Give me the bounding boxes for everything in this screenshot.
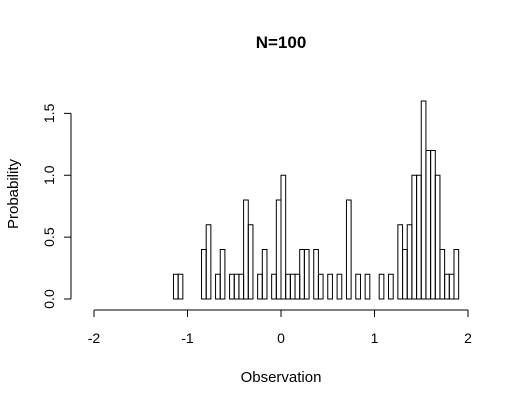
histogram-bar bbox=[420, 100, 427, 300]
histogram-bar bbox=[444, 273, 450, 300]
histogram-bars bbox=[172, 100, 460, 300]
x-axis: -2 -1 0 1 2 bbox=[88, 309, 472, 346]
histogram-bar bbox=[336, 273, 343, 300]
histogram-bar bbox=[402, 249, 408, 300]
histogram-bar bbox=[453, 249, 460, 300]
histogram-bar bbox=[430, 150, 436, 300]
histogram-bar bbox=[355, 273, 361, 300]
histogram-bar bbox=[233, 273, 240, 300]
y-tick-label: 1.0 bbox=[41, 165, 57, 185]
histogram-bar bbox=[271, 273, 277, 300]
y-tick-label: 0.5 bbox=[41, 227, 57, 247]
histogram-bar bbox=[205, 224, 212, 300]
histogram-bar bbox=[378, 273, 385, 300]
histogram-bar bbox=[243, 199, 249, 300]
histogram-bar bbox=[388, 273, 394, 300]
histogram-bar bbox=[261, 249, 268, 300]
histogram-bar bbox=[406, 224, 413, 300]
histogram-bar bbox=[219, 249, 226, 300]
histogram-bar bbox=[439, 249, 446, 300]
histogram-bar bbox=[303, 249, 310, 300]
y-tick-label: 0.0 bbox=[41, 289, 57, 309]
x-tick-label: 0 bbox=[277, 330, 285, 346]
histogram-bar bbox=[397, 224, 404, 300]
y-tick-label: 1.5 bbox=[41, 103, 57, 123]
histogram-bar bbox=[411, 174, 418, 300]
histogram-bar bbox=[294, 273, 301, 300]
histogram-bar bbox=[313, 249, 319, 300]
x-tick-label: -1 bbox=[181, 330, 194, 346]
histogram-bar bbox=[434, 174, 441, 300]
x-tick-label: -2 bbox=[88, 330, 101, 346]
histogram-bar bbox=[247, 224, 254, 300]
histogram-bar bbox=[364, 273, 371, 300]
histogram-bar bbox=[275, 199, 282, 300]
x-tick-label: 2 bbox=[464, 330, 472, 346]
y-axis-label: Probability bbox=[5, 158, 22, 229]
histogram-bar bbox=[289, 273, 296, 300]
histogram-bar bbox=[215, 273, 221, 300]
histogram-bar bbox=[177, 273, 184, 300]
histogram-bar bbox=[299, 249, 305, 300]
histogram-bar bbox=[425, 150, 432, 300]
chart-title: N=100 bbox=[256, 33, 307, 52]
y-axis: 0.0 0.5 1.0 1.5 bbox=[41, 103, 72, 309]
histogram-bar bbox=[280, 174, 287, 300]
histogram-bar bbox=[172, 273, 179, 300]
histogram-bar bbox=[317, 273, 324, 300]
histogram-bar bbox=[257, 273, 263, 300]
histogram-bar bbox=[201, 249, 207, 300]
histogram-bar bbox=[238, 273, 245, 300]
x-tick-label: 1 bbox=[371, 330, 379, 346]
histogram-bar bbox=[448, 273, 455, 300]
histogram-bar bbox=[327, 273, 333, 300]
x-axis-label: Observation bbox=[241, 369, 322, 386]
histogram-bar bbox=[229, 273, 235, 300]
histogram-bar bbox=[345, 199, 352, 300]
histogram-bar bbox=[285, 273, 291, 300]
histogram-bar bbox=[416, 174, 422, 300]
